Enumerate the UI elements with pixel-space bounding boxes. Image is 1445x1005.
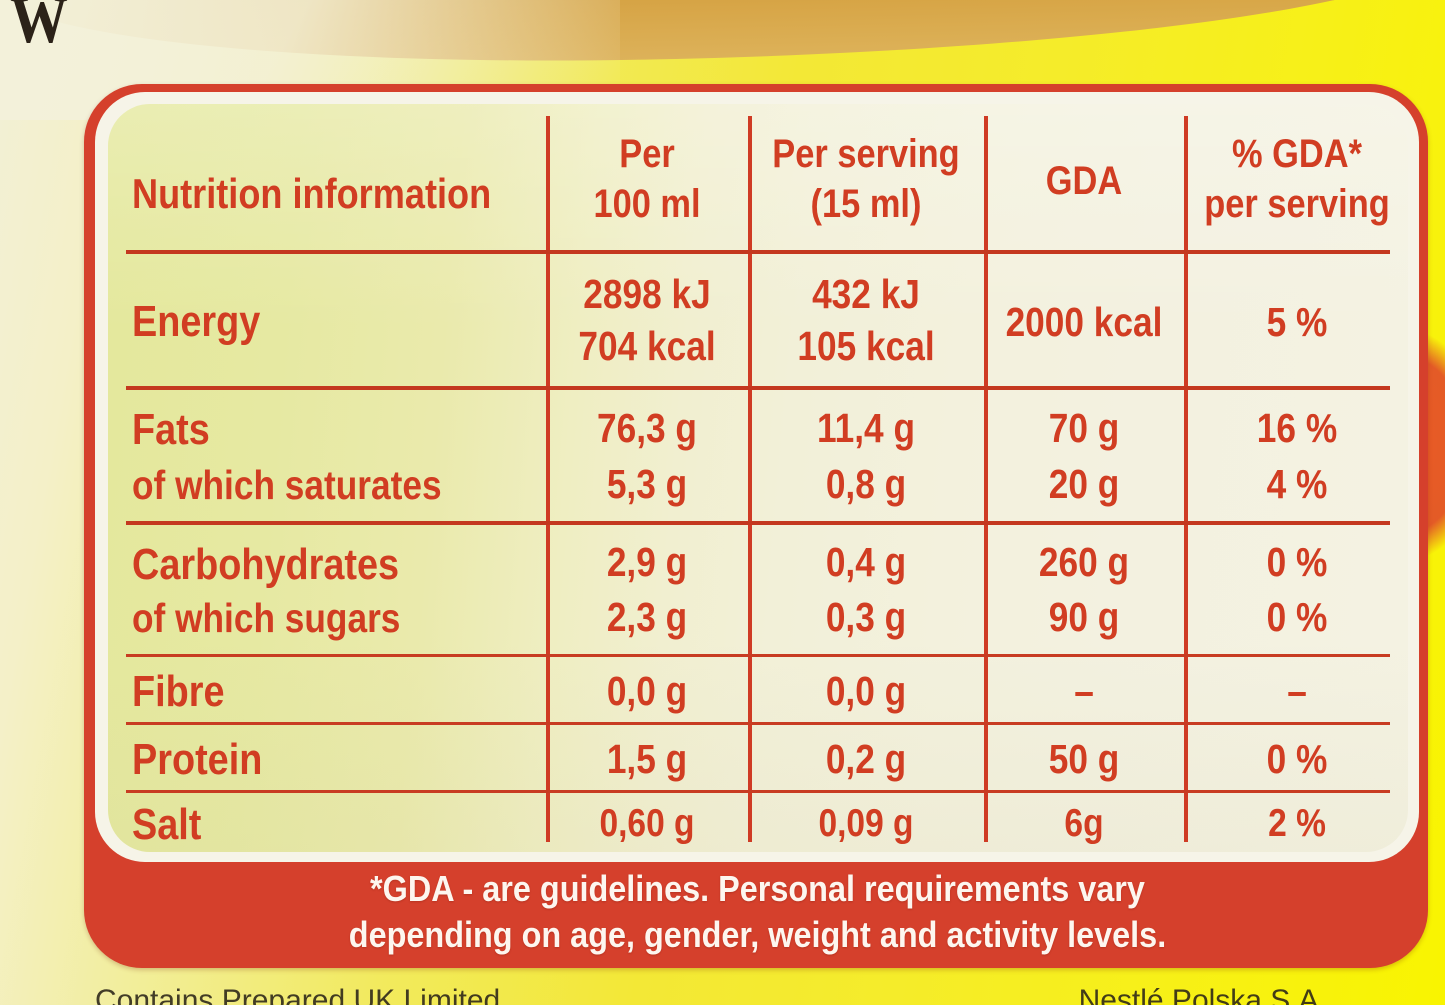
- fibre-gda: –: [1074, 668, 1094, 714]
- col-header-pct-gda-line2: per serving: [1204, 182, 1390, 226]
- fats-serving: 11,4 g: [816, 405, 916, 451]
- row-label-carbohydrates: Carbohydrates: [132, 540, 400, 589]
- row-label-protein: Protein: [132, 735, 263, 784]
- saturates-pct-gda: 4 %: [1266, 461, 1328, 507]
- col-header-pct-gda-line1: % GDA*: [1232, 132, 1362, 176]
- row-divider-header: [126, 250, 1390, 254]
- sugars-serving: 0,3 g: [825, 594, 907, 640]
- row-divider-fats: [126, 521, 1390, 525]
- protein-per100: 1,5 g: [606, 736, 688, 782]
- energy-per100-kcal: 704 kcal: [578, 323, 716, 369]
- row-label-saturates: of which saturates: [132, 462, 442, 508]
- package-corner-letter: W: [10, 0, 68, 57]
- row-divider-fibre: [126, 722, 1390, 725]
- salt-gda: 6g: [1064, 802, 1104, 845]
- energy-per100-kj: 2898 kJ: [583, 271, 711, 317]
- fibre-serving: 0,0 g: [825, 668, 907, 714]
- energy-pct-gda: 5 %: [1266, 299, 1328, 345]
- saturates-gda: 20 g: [1048, 461, 1120, 507]
- col-header-per-100ml-line2: 100 ml: [593, 182, 701, 226]
- carbs-pct-gda: 0 %: [1266, 539, 1328, 585]
- col-divider-2: [748, 116, 752, 842]
- fibre-per100: 0,0 g: [606, 668, 688, 714]
- gda-footnote-line1: *GDA - are guidelines. Personal requirem…: [370, 868, 1145, 909]
- carbs-per100: 2,9 g: [606, 539, 688, 585]
- row-label-energy: Energy: [132, 297, 261, 346]
- energy-serving-kj: 432 kJ: [812, 271, 920, 317]
- sugars-gda: 90 g: [1048, 594, 1120, 640]
- col-header-per-serving-line2: (15 ml): [810, 182, 922, 226]
- row-divider-energy: [126, 386, 1390, 390]
- sugars-per100: 2,3 g: [606, 594, 688, 640]
- protein-gda: 50 g: [1048, 736, 1120, 782]
- carbs-gda: 260 g: [1038, 539, 1130, 585]
- bottom-print-right: Nestlé Polska S.A.: [1078, 984, 1327, 1005]
- protein-serving: 0,2 g: [825, 736, 907, 782]
- salt-per100: 0,60 g: [599, 802, 695, 845]
- row-label-sugars: of which sugars: [132, 595, 401, 641]
- protein-pct-gda: 0 %: [1266, 736, 1328, 782]
- energy-serving-kcal: 105 kcal: [797, 323, 935, 369]
- salt-pct-gda: 2 %: [1268, 802, 1326, 845]
- row-label-fats: Fats: [132, 405, 210, 454]
- col-divider-1: [546, 116, 550, 842]
- energy-gda: 2000 kcal: [1005, 299, 1163, 345]
- gda-footnote: *GDA - are guidelines. Personal requirem…: [211, 866, 1305, 958]
- col-divider-4: [1184, 116, 1188, 842]
- col-header-gda: GDA: [1045, 159, 1123, 203]
- row-label-salt: Salt: [132, 800, 202, 849]
- col-header-per-serving-line1: Per serving: [772, 132, 960, 176]
- row-divider-carbs: [126, 654, 1390, 657]
- salt-serving: 0,09 g: [818, 802, 914, 845]
- saturates-serving: 0,8 g: [825, 461, 907, 507]
- fats-per100: 76,3 g: [597, 405, 697, 451]
- fibre-pct-gda: –: [1287, 668, 1307, 714]
- row-label-fibre: Fibre: [132, 667, 225, 716]
- col-header-per-100ml-line1: Per: [619, 132, 675, 176]
- carbs-serving: 0,4 g: [825, 539, 907, 585]
- col-divider-3: [984, 116, 988, 842]
- fats-gda: 70 g: [1048, 405, 1120, 451]
- row-divider-protein: [126, 790, 1390, 793]
- gda-footnote-line2: depending on age, gender, weight and act…: [348, 914, 1167, 956]
- bottom-print-left: Contains Prepared UK Limited: [95, 984, 501, 1005]
- table-title: Nutrition information: [132, 170, 492, 217]
- sugars-pct-gda: 0 %: [1266, 594, 1328, 640]
- saturates-per100: 5,3 g: [606, 461, 688, 507]
- fats-pct-gda: 16 %: [1256, 405, 1338, 451]
